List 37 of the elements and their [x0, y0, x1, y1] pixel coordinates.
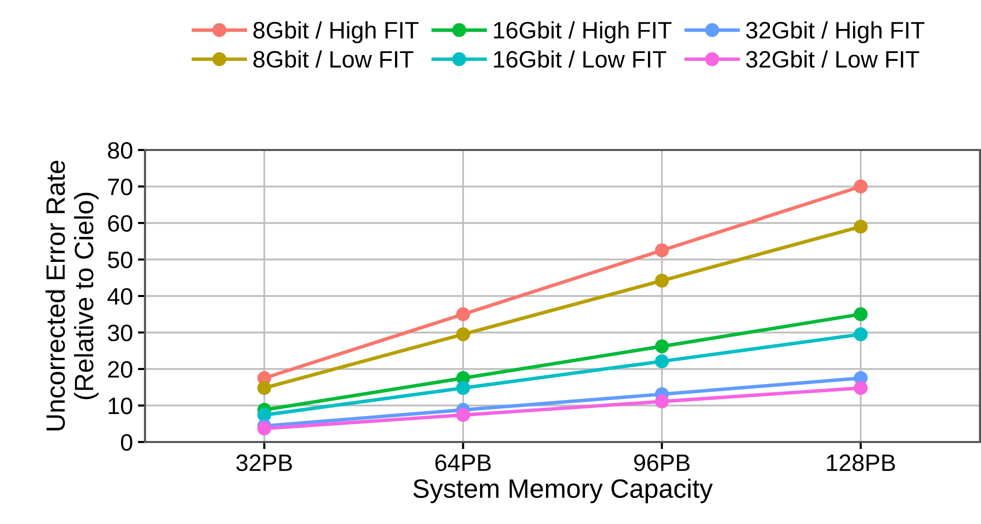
point: [654, 243, 669, 258]
point: [854, 220, 868, 234]
x-tick-label: 96PB: [634, 454, 690, 472]
point: [654, 354, 669, 368]
y-tick-label: 0: [120, 434, 132, 451]
point: [654, 394, 669, 408]
y-tick-label: 40: [107, 288, 132, 305]
point: [456, 408, 470, 422]
point: [257, 422, 272, 436]
point: [654, 274, 669, 288]
legend-label: 32Gbit / Low FIT: [746, 50, 920, 68]
y-tick-label: 70: [108, 178, 132, 196]
y-tick-label: 80: [108, 142, 132, 159]
y-tick-label: 20: [108, 361, 132, 378]
legend-label: 8Gbit / Low FIT: [253, 50, 414, 68]
legend-label: 32Gbit / High FIT: [746, 21, 924, 44]
point: [854, 327, 868, 342]
point: [854, 307, 868, 322]
legend-label: 16Gbit / High FIT: [494, 21, 672, 44]
legend-label: 16Gbit / Low FIT: [494, 50, 666, 68]
y-tick-label: 10: [108, 398, 132, 414]
x-tick-label: 32PB: [236, 454, 292, 472]
y-axis-title: Uncorrected Error Rate (Relative to Cielo): [46, 160, 99, 430]
legend-label: 8Gbit / High FIT: [253, 21, 419, 44]
y-tick-label: 30: [108, 324, 132, 342]
point: [456, 327, 470, 342]
y-tick-label: 60: [108, 215, 132, 232]
point: [456, 307, 470, 322]
point: [654, 339, 669, 354]
x-tick-label: 128PB: [827, 454, 895, 472]
point: [854, 381, 868, 395]
x-axis-title: System Memory Capacity: [413, 478, 713, 504]
x-tick-label: 64PB: [435, 454, 491, 472]
point: [854, 180, 868, 194]
point: [456, 381, 470, 395]
y-tick-label: 50: [108, 252, 132, 268]
point: [257, 381, 272, 395]
